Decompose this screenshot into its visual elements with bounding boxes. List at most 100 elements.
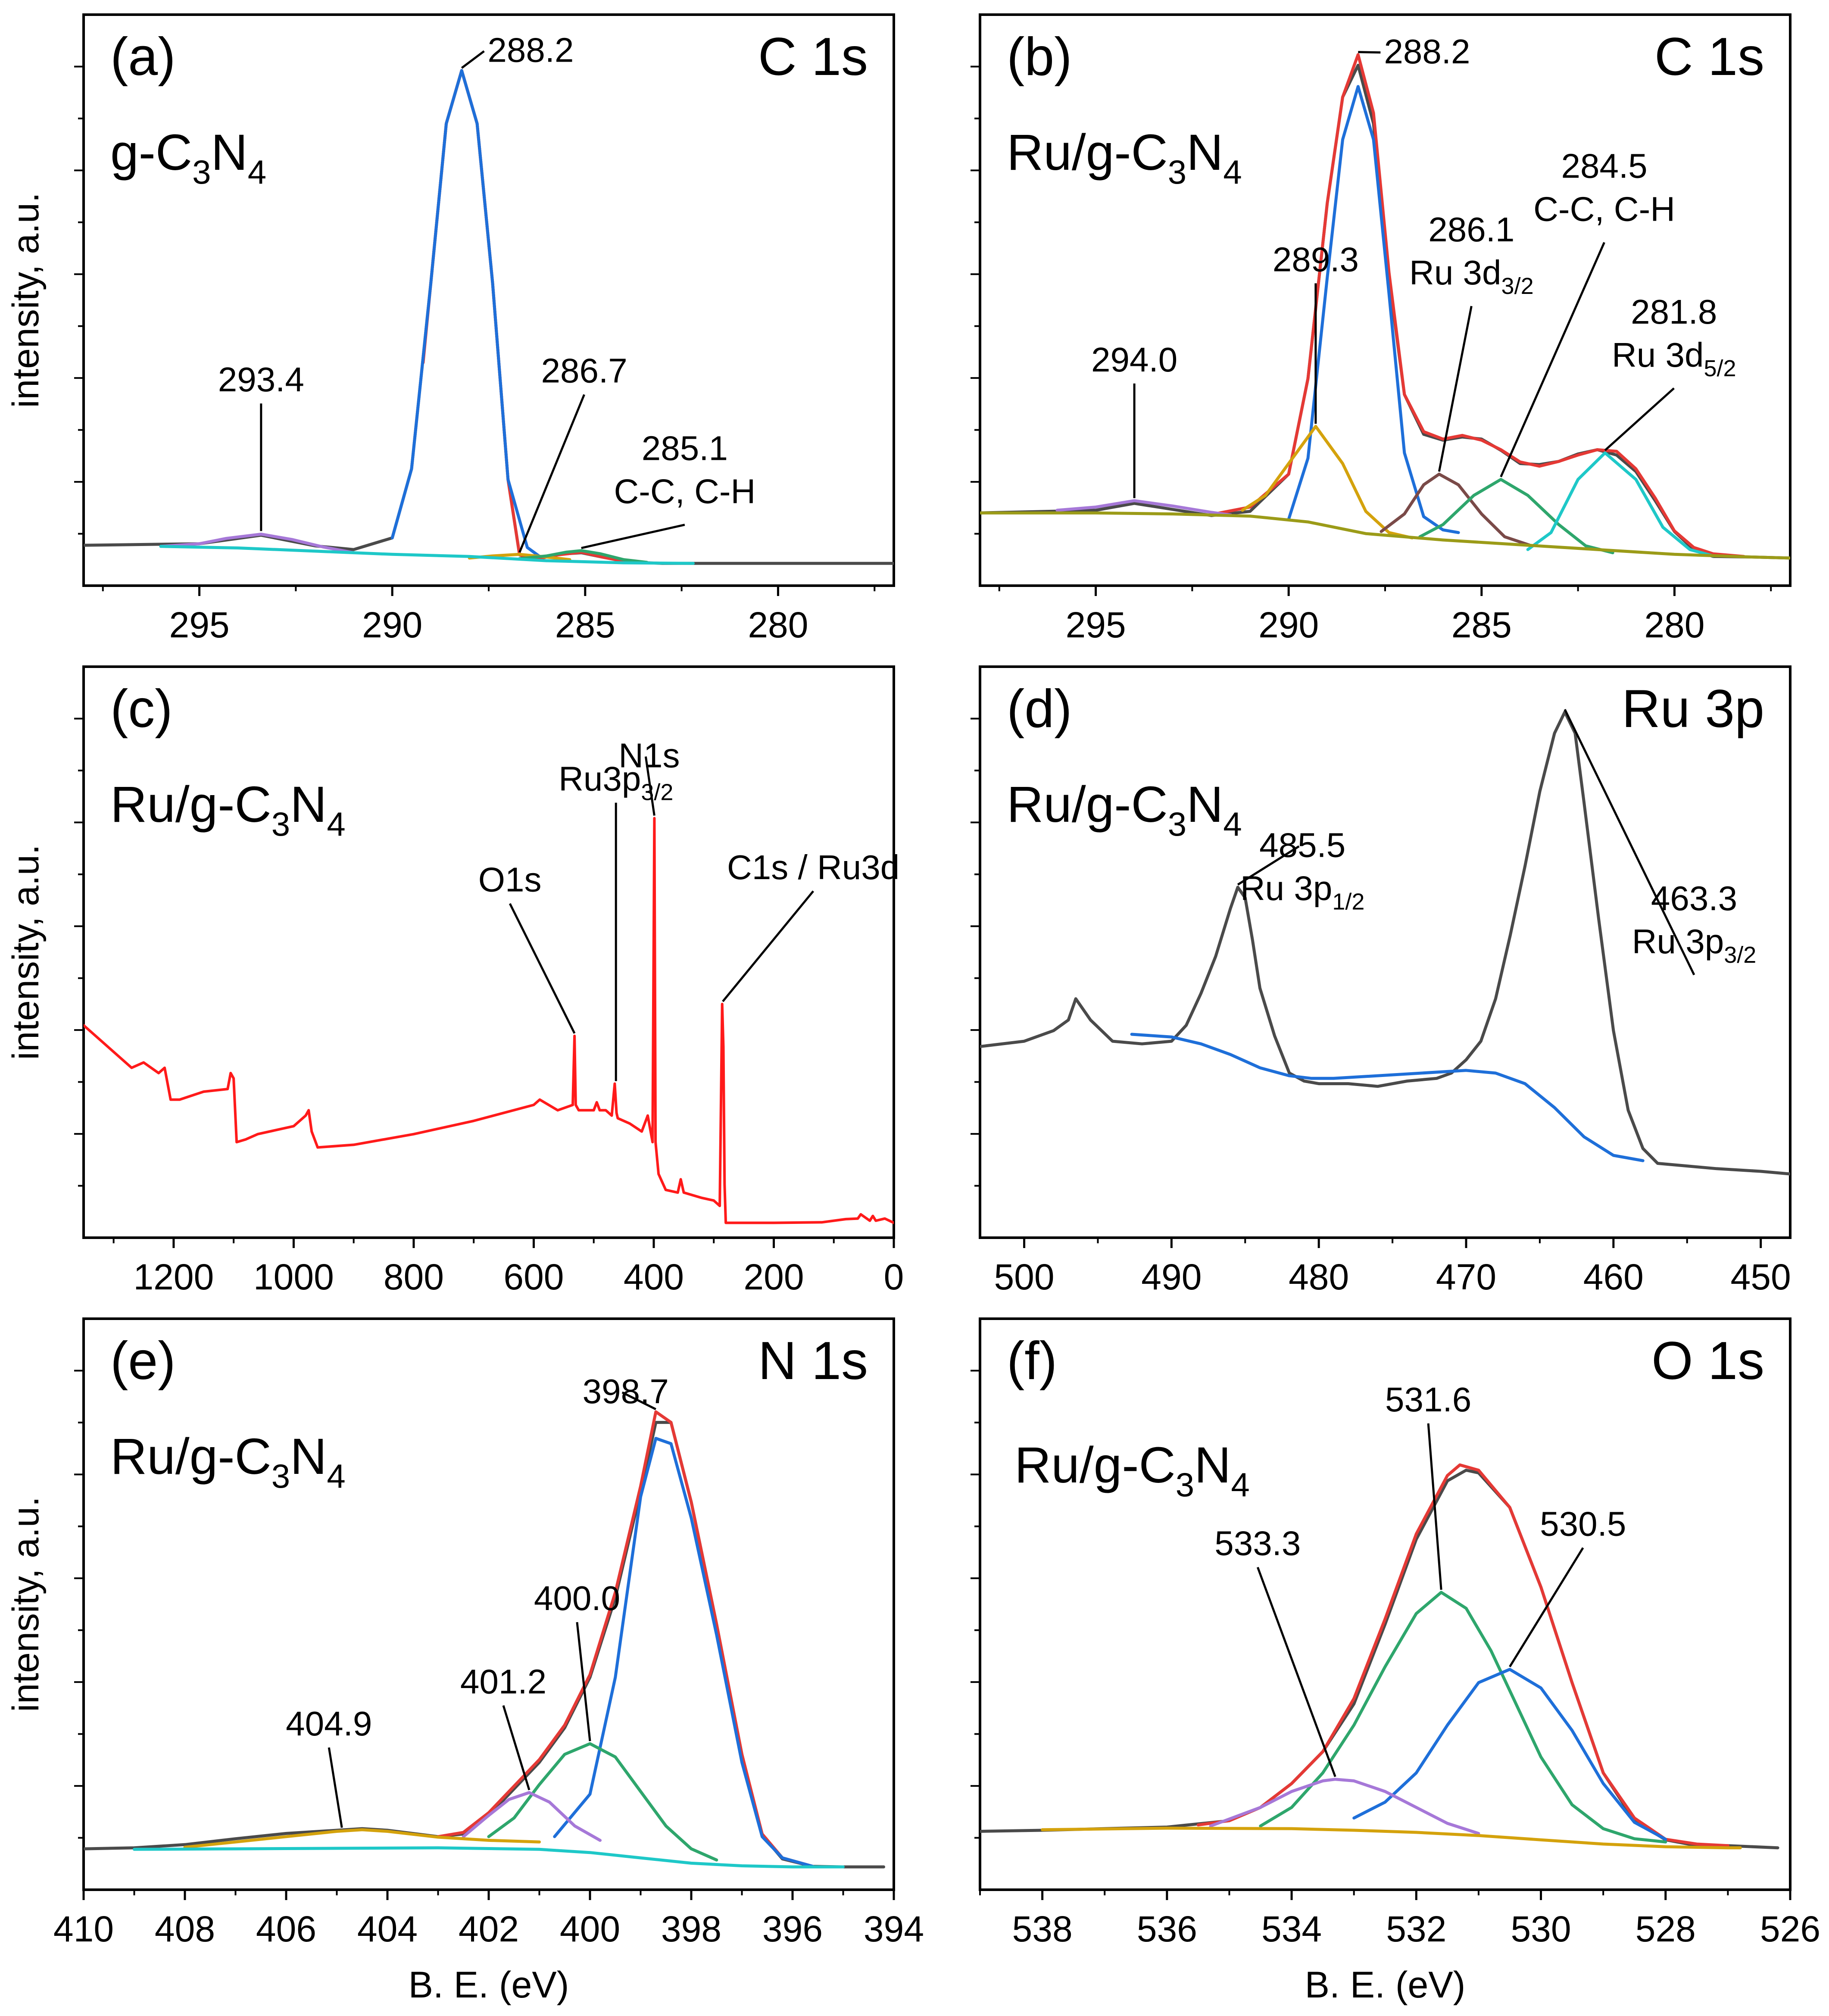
x-tick-label: 528 [1635,1909,1696,1949]
annotation-value: 286.7 [541,352,627,390]
series-peak-400-0 [487,1742,718,1862]
annotation-288-2: 288.2 [461,31,574,69]
annotation-value: 285.1 [642,429,728,468]
series-peak-398-7 [553,1437,815,1868]
series-background [980,511,1790,560]
x-axis-label: B. E. (eV) [409,1964,569,2006]
series-peak-288-2 [1287,85,1460,534]
leader-line [1604,387,1675,451]
panel-tag: (a) [110,27,176,87]
y-axis-label: intensity, a.u. [5,192,47,408]
panel-title: O 1s [1651,1331,1764,1391]
x-tick-label: 800 [384,1257,444,1297]
series-background [133,1846,845,1869]
plot-frame-f [979,1317,1792,1891]
sample-label: Ru/g-C3​N4​ [110,1428,346,1495]
x-tick-label: 532 [1386,1909,1446,1949]
series-peak-533-3 [1209,1778,1480,1835]
annotation-531-6: 531.6 [1385,1380,1471,1590]
x-tick-label: 460 [1583,1257,1644,1297]
annotation-assignment: Ru 3d5/2 [1612,336,1736,381]
x-tick-label: 398 [661,1909,721,1949]
x-tick-label: 530 [1511,1909,1571,1949]
x-tick-label: 406 [256,1909,316,1949]
leader-line [722,890,815,1002]
x-tick-label: 500 [994,1257,1054,1297]
annotation-value: N1s [618,736,680,775]
plot-frame-c [82,665,895,1239]
annotation-value: 289.3 [1273,240,1359,278]
x-tick-label: 538 [1012,1909,1073,1949]
x-tick-label: 450 [1731,1257,1791,1297]
series-peak-293-4 [159,533,356,555]
sample-label: Ru/g-C3​N4​ [1007,124,1242,191]
annotation-value: 485.5 [1259,826,1345,864]
leader-line [1427,1423,1442,1590]
annotation-285-1: 285.1 C-C, C-H [581,429,755,549]
sample-label: Ru/g-C3​N4​ [1007,776,1242,843]
plot-frame-a [82,13,895,587]
annotation-value: 284.5 [1561,147,1647,185]
series-peak-281-8 [1526,451,1715,558]
series-background [1130,1033,1645,1162]
panel-title: C 1s [1654,27,1764,87]
leader-line [1438,306,1473,472]
panel-title: Ru 3p [1622,679,1764,739]
sample-label: Ru/g-C3​N4​ [1014,1437,1250,1504]
x-tick-label: 295 [169,605,229,645]
x-tick-label: 0 [884,1257,904,1297]
annotation-value: 288.2 [487,31,574,69]
annotation-288-2: 288.2 [1358,32,1470,71]
series-peak-401-2 [462,1791,602,1842]
series-survey [84,817,894,1224]
panel-f: 538 536 534 532 530 528 526 (f) O 1s Ru/g-C3​N4​ 5… [971,1317,1820,2006]
series-raw [980,1469,1779,1850]
series-peak-288-2 [390,69,540,558]
leader-line [509,903,576,1034]
x-tick-label: 285 [555,605,615,645]
series-envelope [1210,53,1746,558]
annotation-c1s-ru3d: C1s / Ru3d [722,848,899,1002]
annotation-value: 533.3 [1214,1524,1301,1563]
x-tick-label: 290 [362,605,422,645]
x-tick-label: 295 [1065,605,1126,645]
annotation-ru3p: Ru3p3/2 [559,760,673,1081]
panel-tag: (e) [110,1331,176,1391]
x-tick-label: 280 [748,605,808,645]
curves-f [980,1463,1779,1850]
x-tick-label: 470 [1436,1257,1496,1297]
panel-c: 1200 1000 800 600 400 200 0 (c) Ru/g-C3​N4​ N1sRu… [5,665,904,1297]
x-tick-label: 408 [155,1909,215,1949]
panel-title: C 1s [758,27,868,87]
x-tick-label: 534 [1261,1909,1322,1949]
leader-line [576,1622,591,1741]
y-axis-label: intensity, a.u. [5,844,47,1060]
x-tick-label: 526 [1760,1909,1820,1949]
leader-line [1564,708,1695,976]
x-tick-label: 490 [1141,1257,1202,1297]
leader-line [1256,1567,1336,1777]
annotation-400-0: 400.0 [534,1579,620,1741]
x-tick-label: 1000 [253,1257,334,1297]
curves-a [84,69,894,565]
curves-c [84,817,894,1224]
leader-line [1500,242,1605,477]
leader-line [1358,51,1381,54]
x-tick-label: 410 [53,1909,114,1949]
series-envelope [1196,1463,1729,1847]
curves-b [980,53,1790,560]
annotation-value: 281.8 [1631,293,1717,331]
annotation-value: 400.0 [534,1579,620,1617]
panel-tag: (d) [1007,679,1072,739]
annotation-value: 398.7 [583,1372,669,1411]
annotation-value: 288.2 [1384,32,1470,71]
panel-a: 295 290 285 280 (a) C 1s g-C3​N4​ 288.2 293.4 286… [5,13,895,645]
leader-line [1509,1547,1584,1667]
annotation-value: 404.9 [286,1704,372,1743]
x-tick-label: 200 [743,1257,804,1297]
x-tick-label: 1200 [133,1257,214,1297]
annotation-286-1: 286.1 Ru 3d3/2 [1409,210,1534,472]
leader-line [1237,845,1300,886]
